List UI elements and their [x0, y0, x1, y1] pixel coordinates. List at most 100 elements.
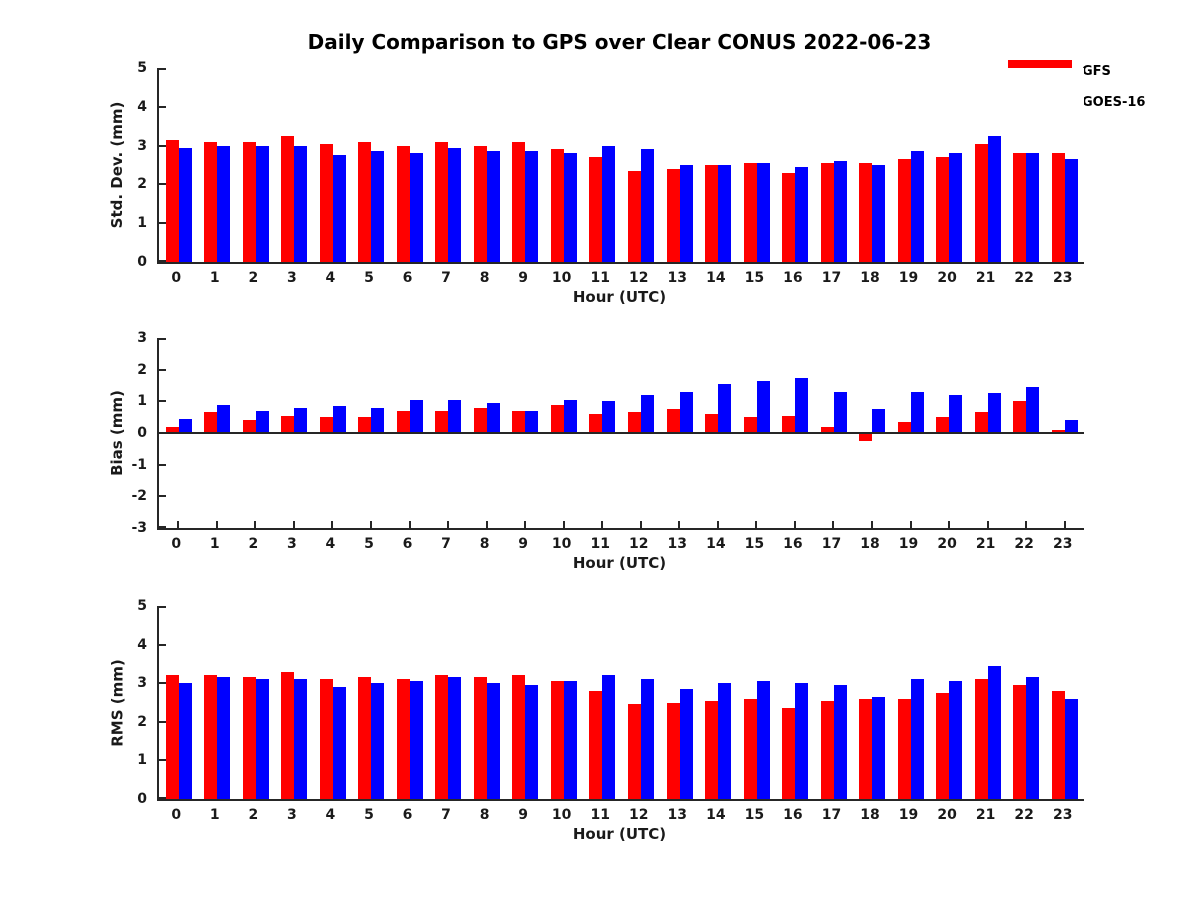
bar-goes-16-hour-15 [756, 380, 770, 433]
x-tick-2 [254, 521, 257, 528]
x-tick-label-1: 1 [209, 807, 220, 823]
x-axis-label-panel-1: Hour (UTC) [572, 288, 667, 306]
bar-gfs-hour-12 [628, 704, 641, 799]
y-axis-label-panel-3: RMS (mm) [108, 658, 126, 747]
x-tick-label-4: 4 [325, 536, 336, 552]
y-tick-2 [159, 368, 166, 371]
x-tick-label-17: 17 [821, 270, 842, 286]
bar-gfs-hour-3 [281, 135, 295, 262]
x-tick-label-3: 3 [287, 270, 297, 286]
bar-gfs-hour-6 [396, 679, 410, 799]
bar-gfs-hour-18 [859, 698, 873, 799]
bar-goes-16-hour-3 [294, 679, 308, 799]
bar-gfs-hour-5 [358, 141, 372, 262]
x-tick-label-2: 2 [248, 536, 259, 552]
bar-gfs-hour-16 [782, 415, 796, 433]
bar-goes-16-hour-5 [371, 407, 385, 433]
bar-gfs-hour-17 [820, 700, 834, 799]
x-tick-20 [948, 521, 951, 528]
x-tick-15 [755, 521, 758, 528]
y-tick-label-4: 4 [137, 636, 147, 653]
plot-area-panel-3 [157, 606, 1084, 801]
y-tick-5 [159, 68, 166, 70]
y-tick-label-3: 3 [137, 137, 147, 154]
y-tick-1 [159, 222, 166, 225]
bar-goes-16-hour-16 [795, 166, 809, 262]
x-tick-label-19: 19 [898, 270, 919, 286]
bar-goes-16-hour-7 [448, 147, 462, 262]
y-tick-3 [159, 144, 166, 147]
bar-gfs-hour-23 [1051, 690, 1065, 799]
x-tick-label-4: 4 [325, 270, 336, 286]
bar-goes-16-hour-23 [1064, 420, 1078, 433]
bar-gfs-hour-9 [512, 675, 526, 799]
bar-gfs-hour-2 [242, 420, 256, 433]
bar-gfs-hour-19 [897, 159, 911, 262]
y-tick-5 [159, 606, 166, 608]
x-tick-9 [524, 521, 527, 528]
bar-gfs-hour-20 [936, 417, 950, 433]
bar-goes-16-hour-6 [409, 681, 423, 799]
bar-goes-16-hour-17 [833, 391, 847, 433]
bar-gfs-hour-9 [512, 410, 526, 433]
x-tick-label-18: 18 [860, 270, 880, 286]
bar-goes-16-hour-13 [679, 391, 693, 433]
bar-goes-16-hour-9 [525, 151, 539, 262]
bar-gfs-hour-13 [666, 168, 680, 262]
x-tick-10 [562, 521, 565, 528]
chart-title: Daily Comparison to GPS over Clear CONUS… [307, 30, 932, 54]
bar-goes-16-hour-11 [602, 401, 616, 433]
x-tick-16 [793, 521, 796, 528]
bar-goes-16-hour-21 [987, 665, 1001, 799]
x-tick-label-9: 9 [518, 536, 529, 552]
bar-gfs-hour-4 [319, 143, 333, 262]
bar-goes-16-hour-8 [486, 683, 500, 799]
y-tick--1 [159, 463, 166, 466]
bar-goes-16-hour-23 [1064, 698, 1078, 799]
y-tick-label-2: 2 [137, 713, 147, 730]
x-tick-label-1: 1 [209, 270, 220, 286]
legend-label-goes16: GOES-16 [1082, 94, 1146, 110]
bar-gfs-hour-2 [242, 677, 256, 799]
x-tick-23 [1063, 521, 1066, 528]
x-tick-label-18: 18 [860, 536, 880, 552]
bar-goes-16-hour-22 [1026, 153, 1040, 262]
bar-goes-16-hour-1 [217, 404, 231, 433]
bar-goes-16-hour-13 [679, 165, 693, 262]
x-tick-4 [331, 521, 334, 528]
bar-gfs-hour-7 [435, 410, 449, 433]
bar-goes-16-hour-4 [332, 155, 346, 262]
x-tick-label-2: 2 [248, 270, 259, 286]
x-tick-3 [292, 521, 295, 528]
bar-gfs-hour-17 [820, 163, 834, 262]
y-axis-label-panel-1: Std. Dev. (mm) [108, 101, 126, 229]
bar-gfs-hour-10 [550, 404, 564, 433]
x-tick-label-2: 2 [248, 807, 259, 823]
bar-goes-16-hour-2 [255, 679, 269, 799]
x-tick-label-8: 8 [479, 536, 490, 552]
bar-goes-16-hour-15 [756, 163, 770, 262]
bar-goes-16-hour-18 [872, 165, 886, 262]
x-tick-1 [215, 521, 218, 528]
x-tick-label-20: 20 [937, 536, 957, 552]
bar-gfs-hour-6 [396, 145, 410, 262]
bar-goes-16-hour-6 [409, 153, 423, 262]
x-tick-label-3: 3 [287, 807, 297, 823]
x-tick-label-11: 11 [590, 270, 610, 286]
y-tick-label-1: 1 [137, 215, 147, 232]
bar-gfs-hour-21 [974, 412, 988, 433]
x-tick-label-16: 16 [783, 270, 803, 286]
bar-gfs-hour-21 [974, 143, 988, 262]
bar-gfs-hour-0 [165, 426, 179, 433]
x-tick-label-15: 15 [744, 807, 765, 823]
y-tick-1 [159, 400, 166, 403]
x-tick-label-21: 21 [975, 807, 996, 823]
x-tick-5 [369, 521, 372, 528]
x-tick-label-12: 12 [629, 807, 649, 823]
x-tick-label-6: 6 [402, 270, 413, 286]
bar-gfs-hour-1 [204, 141, 218, 262]
x-tick-label-19: 19 [898, 807, 919, 823]
y-tick-label-3: 3 [137, 675, 147, 692]
x-tick-label-4: 4 [325, 807, 336, 823]
